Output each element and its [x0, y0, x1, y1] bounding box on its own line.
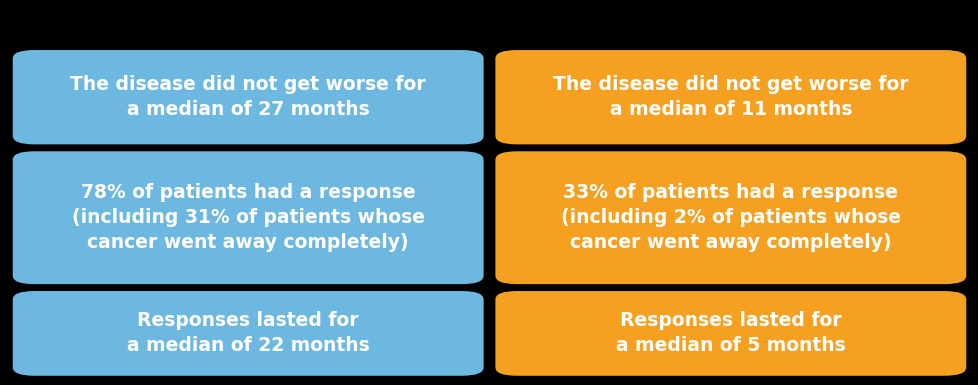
FancyBboxPatch shape	[13, 291, 483, 376]
FancyBboxPatch shape	[495, 291, 965, 376]
FancyBboxPatch shape	[13, 50, 483, 144]
Text: The disease did not get worse for
a median of 27 months: The disease did not get worse for a medi…	[70, 75, 425, 119]
FancyBboxPatch shape	[13, 151, 483, 284]
FancyBboxPatch shape	[495, 151, 965, 284]
Text: Responses lasted for
a median of 22 months: Responses lasted for a median of 22 mont…	[127, 311, 369, 355]
Text: 78% of patients had a response
(including 31% of patients whose
cancer went away: 78% of patients had a response (includin…	[71, 183, 424, 252]
Text: 33% of patients had a response
(including 2% of patients whose
cancer went away : 33% of patients had a response (includin…	[560, 183, 900, 252]
Text: Responses lasted for
a median of 5 months: Responses lasted for a median of 5 month…	[615, 311, 845, 355]
Text: The disease did not get worse for
a median of 11 months: The disease did not get worse for a medi…	[553, 75, 908, 119]
FancyBboxPatch shape	[495, 50, 965, 144]
